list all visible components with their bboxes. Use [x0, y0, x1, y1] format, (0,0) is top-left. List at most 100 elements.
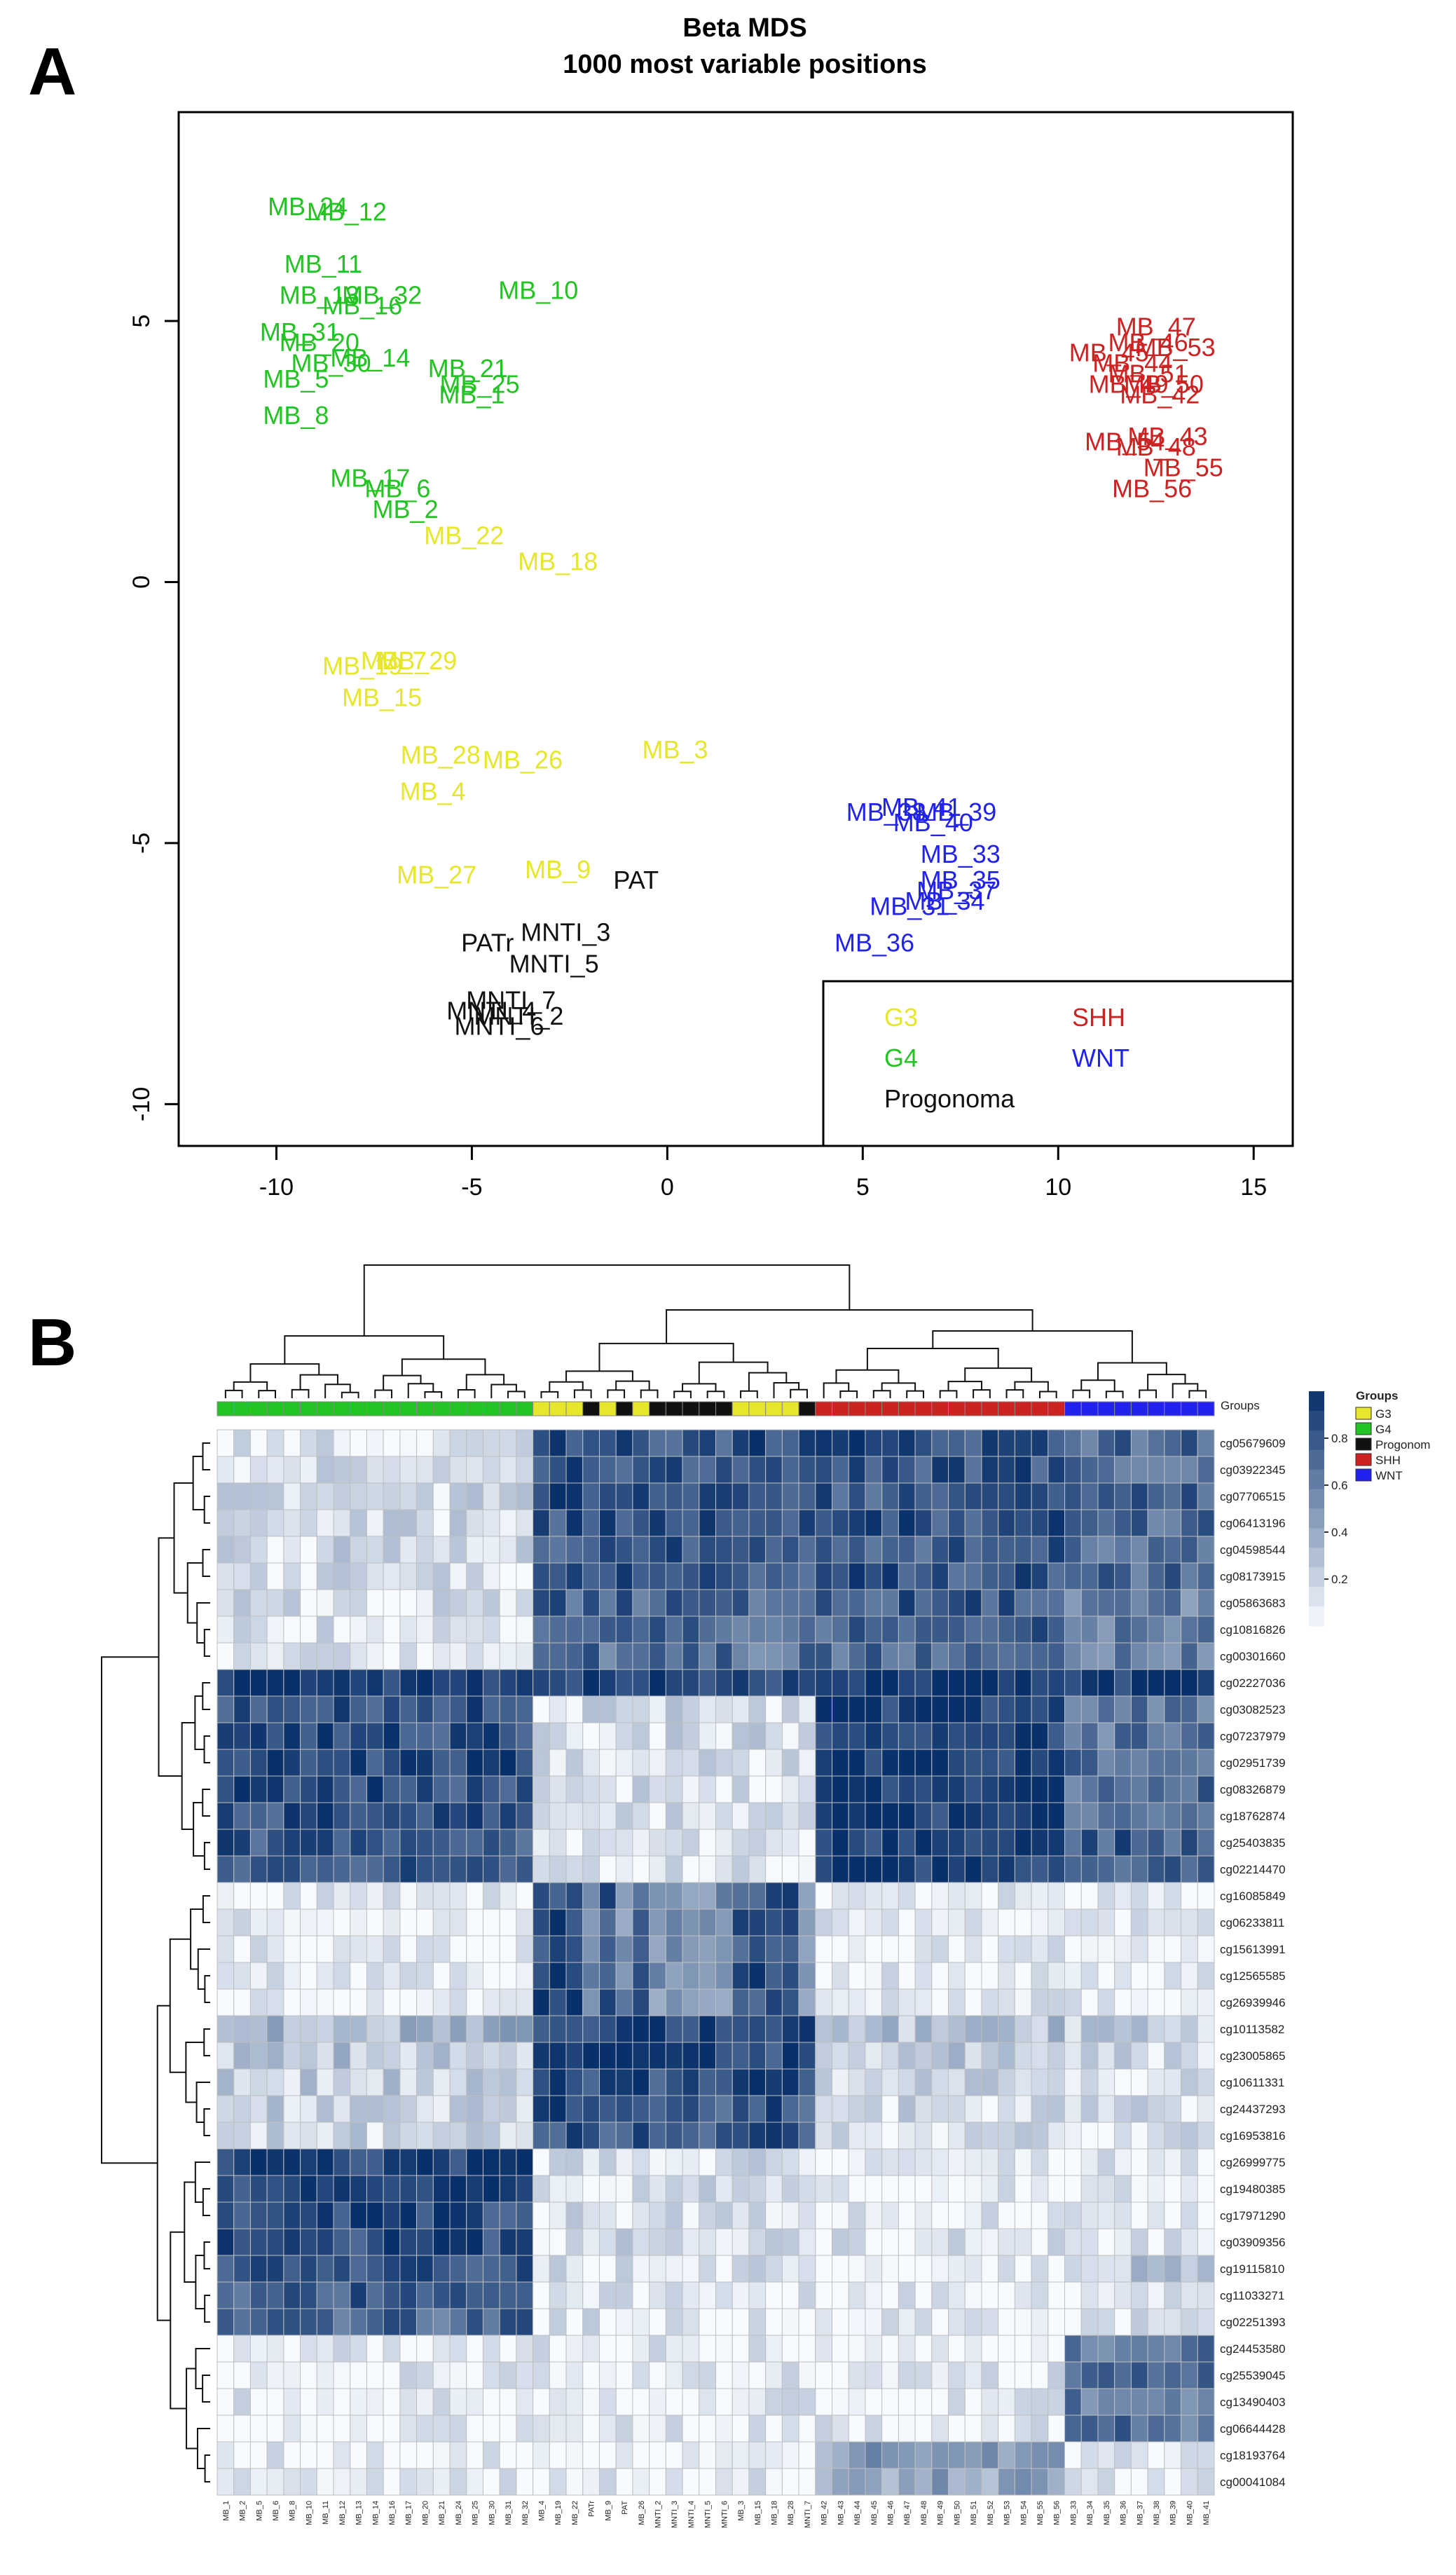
- heatmap-cell: [998, 2122, 1015, 2150]
- heatmap-cell: [1014, 2335, 1032, 2363]
- heatmap-cell: [432, 2201, 451, 2229]
- dendrogram-branch: [186, 2368, 198, 2450]
- group-annotation-cell: [565, 1401, 584, 1416]
- heatmap-cell: [249, 1669, 268, 1697]
- heatmap-cell: [233, 1456, 251, 1484]
- heatmap-cell: [598, 1695, 617, 1723]
- heatmap-cell: [1181, 2335, 1198, 2363]
- heatmap-cell: [383, 1935, 401, 1963]
- heatmap-cell: [217, 2388, 235, 2416]
- heatmap-cell: [598, 1802, 617, 1830]
- heatmap-cell: [1097, 1882, 1115, 1910]
- heatmap-cell: [732, 1935, 750, 1963]
- heatmap-cell: [948, 1669, 966, 1697]
- heatmap-cell: [615, 2095, 633, 2123]
- heatmap-cell: [466, 1509, 483, 1537]
- row-label: cg10816826: [1220, 1623, 1286, 1637]
- heatmap-cell: [383, 2281, 401, 2309]
- heatmap-cell: [350, 1616, 367, 1644]
- heatmap-cell: [1014, 2042, 1032, 2070]
- heatmap-cell: [416, 2468, 434, 2496]
- heatmap-cell: [516, 2228, 534, 2256]
- sample-point: MB_22: [424, 521, 504, 549]
- heatmap-cell: [1164, 2361, 1182, 2389]
- heatmap-cell: [499, 2335, 517, 2363]
- heatmap-cell: [881, 1749, 899, 1777]
- heatmap-cell: [649, 1456, 666, 1484]
- heatmap-cell: [981, 2201, 999, 2229]
- heatmap-cell: [233, 1829, 251, 1857]
- heatmap-cell: [914, 1855, 933, 1883]
- heatmap-cell: [1080, 2175, 1099, 2203]
- heatmap-cell: [482, 2281, 500, 2309]
- heatmap-cell: [998, 1855, 1015, 1883]
- row-label: cg18193764: [1220, 2449, 1286, 2462]
- heatmap-cell: [981, 2335, 999, 2363]
- heatmap-cell: [1130, 1749, 1148, 1777]
- heatmap-cell: [1080, 1642, 1099, 1670]
- heatmap-cell: [832, 1536, 849, 1564]
- heatmap-cell: [898, 1775, 916, 1803]
- heatmap-cell: [283, 1988, 301, 2016]
- group-annotation-cell: [399, 1401, 418, 1416]
- heatmap-cell: [1164, 2335, 1182, 2363]
- heatmap-cell: [881, 2281, 899, 2309]
- heatmap-cell: [682, 2042, 700, 2070]
- heatmap-cell: [848, 2201, 866, 2229]
- heatmap-cell: [399, 2042, 418, 2070]
- heatmap-cell: [964, 1616, 982, 1644]
- heatmap-cell: [499, 1616, 517, 1644]
- heatmap-cell: [399, 2441, 418, 2469]
- heatmap-cell: [998, 2308, 1015, 2336]
- heatmap-cell: [732, 1562, 750, 1590]
- heatmap-cell: [1147, 2015, 1165, 2043]
- dendrogram-branch: [190, 1908, 203, 1970]
- heatmap-cell: [632, 1988, 650, 2016]
- heatmap-cell: [898, 2042, 916, 2070]
- heatmap-cell: [466, 1722, 483, 1750]
- heatmap-cell: [499, 2468, 517, 2496]
- heatmap-cell: [565, 2201, 584, 2229]
- heatmap-cell: [881, 2255, 899, 2283]
- heatmap-cell: [217, 1695, 235, 1723]
- heatmap-cell: [865, 1775, 883, 1803]
- heatmap-cell: [582, 2228, 600, 2256]
- heatmap-cell: [266, 2068, 284, 2096]
- heatmap-cell: [632, 2255, 650, 2283]
- heatmap-cell: [266, 2148, 284, 2176]
- heatmap-cell: [432, 2415, 451, 2443]
- heatmap-cell: [649, 2468, 666, 2496]
- heatmap-cell: [865, 1482, 883, 1510]
- heatmap-cell: [781, 2122, 799, 2150]
- heatmap-cell: [482, 2042, 500, 2070]
- heatmap-cell: [1014, 1562, 1032, 1590]
- heatmap-cell: [283, 2015, 301, 2043]
- heatmap-cell: [931, 1562, 949, 1590]
- row-label: cg02251393: [1220, 2316, 1286, 2329]
- heatmap-cell: [781, 1562, 799, 1590]
- heatmap-cell: [516, 1695, 534, 1723]
- heatmap-cell: [516, 2068, 534, 2096]
- heatmap-cell: [466, 2228, 483, 2256]
- heatmap-cell: [350, 2148, 367, 2176]
- heatmap-cell: [416, 1882, 434, 1910]
- heatmap-cell: [699, 1509, 716, 1537]
- group-legend-label: Progonom: [1375, 1438, 1430, 1452]
- heatmap-cell: [482, 2415, 500, 2443]
- heatmap-cell: [914, 1589, 933, 1617]
- heatmap-cell: [1197, 2201, 1215, 2229]
- heatmap-cell: [798, 2388, 816, 2416]
- heatmap-cell: [765, 1536, 783, 1564]
- heatmap-cell: [948, 1456, 966, 1484]
- group-annotation-bar: [217, 1401, 1215, 1416]
- heatmap-cell: [732, 1616, 750, 1644]
- heatmap-cell: [998, 1456, 1015, 1484]
- heatmap-cell: [815, 2148, 833, 2176]
- heatmap-cell: [1164, 2308, 1182, 2336]
- heatmap-cell: [1031, 1562, 1049, 1590]
- sample-point: PATr: [461, 928, 514, 957]
- heatmap-cell: [482, 2308, 500, 2336]
- heatmap-cell: [964, 2175, 982, 2203]
- heatmap-cell: [432, 2068, 451, 2096]
- heatmap-cell: [366, 1775, 384, 1803]
